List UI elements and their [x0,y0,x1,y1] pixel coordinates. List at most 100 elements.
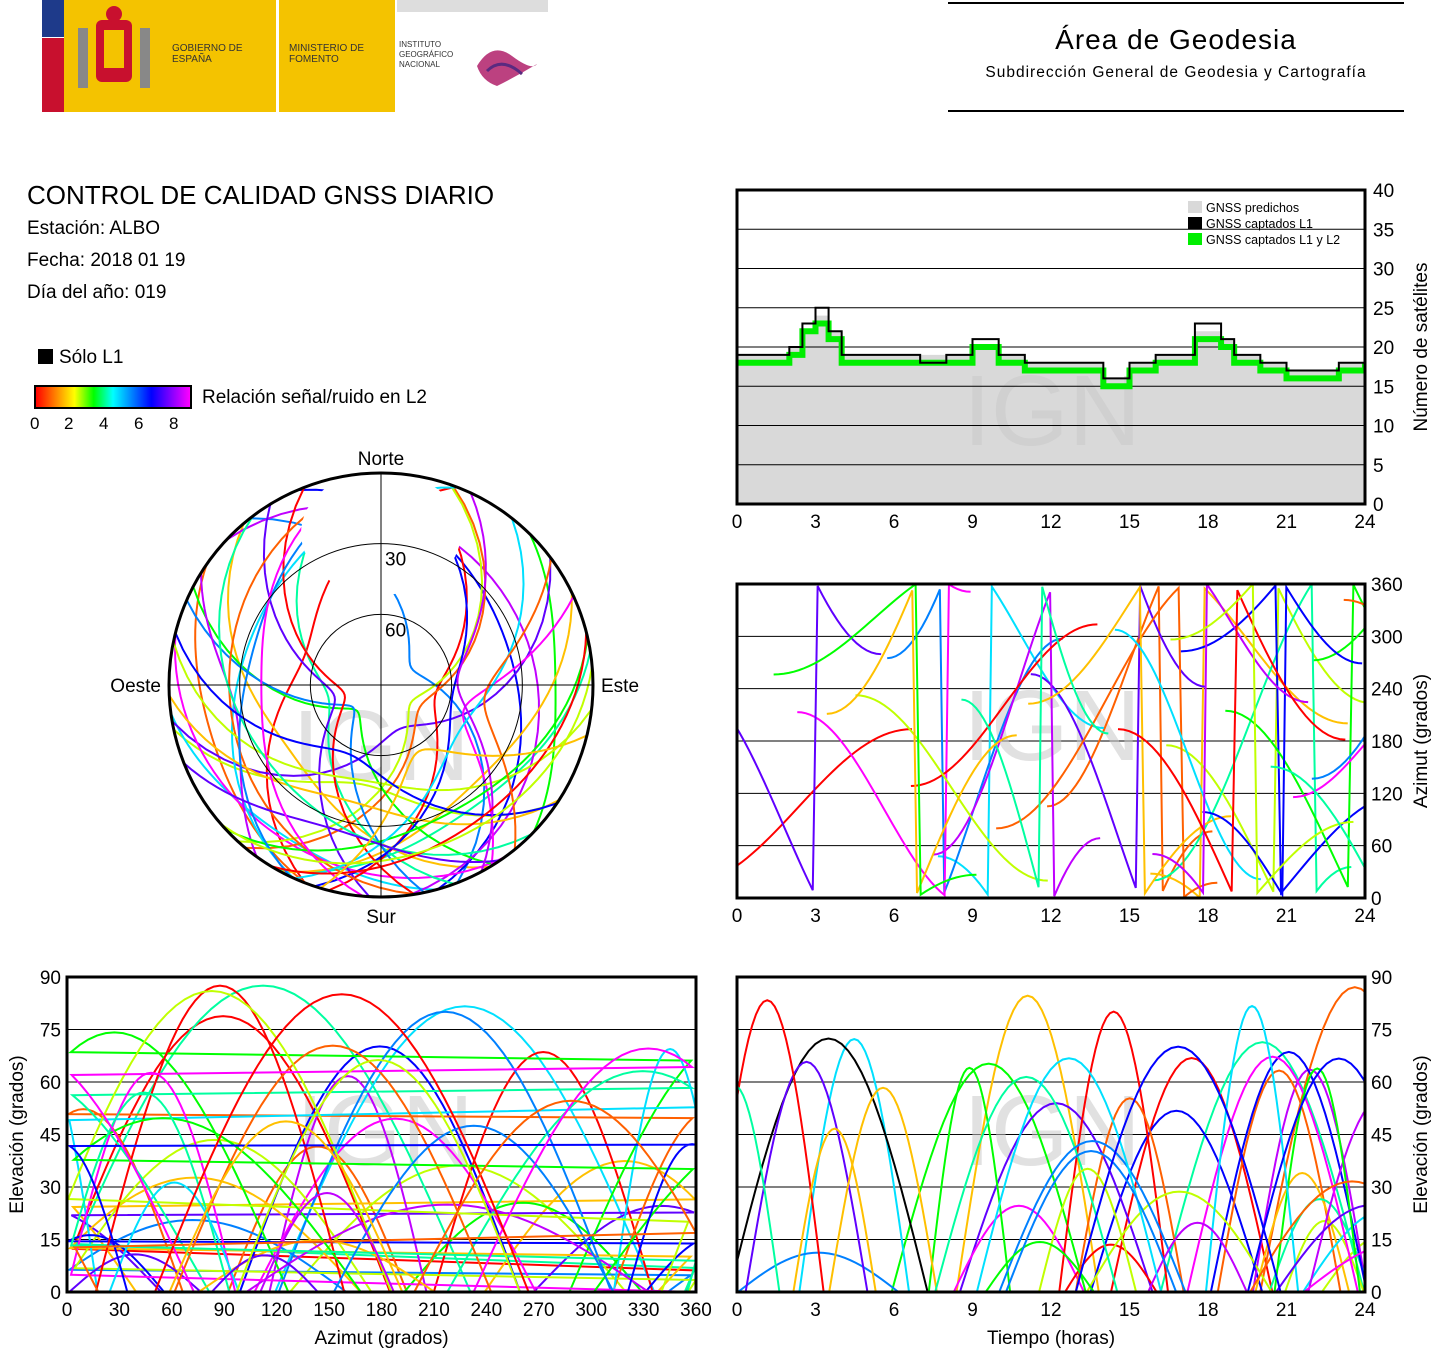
solo-l1-legend: Sólo L1 [38,347,123,369]
x-tick-label: 210 [418,1300,450,1321]
satellite-track [1005,1150,1178,1292]
y-tick-label: 120 [1371,784,1403,805]
azimuth-tracks: IGN [737,584,1365,898]
solo-l1-text: Sólo L1 [59,347,124,368]
plot-border [735,582,1367,900]
y-tick-label: 30 [1371,1178,1392,1199]
agency-logos: GOBIERNO DE ESPAÑA MINISTERIO DE FOMENTO… [42,0,548,112]
elevation-azimuth-tracks: IGN [67,984,696,1292]
y-tick-label: 45 [40,1126,61,1147]
satellite-track [185,599,425,894]
plot-border [65,975,698,1294]
satellite-track [937,584,1104,898]
y-tick-label: 60 [1371,1073,1392,1094]
satellite-track [295,473,455,885]
satellite-track [1028,584,1232,897]
satellite-track [69,1047,695,1292]
y-axis-label: Elevación (grados) [1411,1055,1432,1213]
y-tick-label: 60 [40,1073,61,1094]
colorbar-tick: 8 [169,414,179,433]
satellite-track [1085,1190,1273,1292]
satellite-track [67,1234,696,1292]
satellite-track [1302,1215,1365,1292]
y-axis-label: Azimut (grados) [1411,674,1432,808]
satellite-track [169,712,437,891]
satellite-track [319,734,588,889]
x-tick-label: 15 [1119,1300,1140,1321]
y-tick-label: 30 [40,1178,61,1199]
satellite-track [218,515,532,856]
y-tick-label: 90 [40,968,61,989]
west-label: Oeste [110,676,161,697]
satellite-track [1259,986,1365,1292]
satellite-track [69,1071,696,1292]
satellite-track [71,1117,696,1292]
satellite-track [1303,1250,1365,1292]
date-label: Fecha: 2018 01 19 [27,250,186,271]
x-tick-label: 180 [366,1300,398,1321]
satellite-track [173,1044,493,1292]
x-tick-label: 15 [1119,512,1140,533]
area-subtitle: Subdirección General de Geodesia y Carto… [985,64,1367,81]
horizon-circle [167,471,595,899]
satellite-track [1152,584,1352,894]
elevation-time-tracks: IGN [737,986,1365,1292]
x-tick-label: 21 [1276,512,1297,533]
satellite-track [173,728,558,817]
colorbar-tick: 2 [64,414,74,433]
satellite-track [94,984,346,1292]
y-tick-label: 300 [1371,627,1403,648]
satellite-track [294,517,525,880]
legend-swatch [1188,201,1202,213]
y-tick-label: 60 [1371,837,1392,858]
satellite-track [227,1145,408,1292]
satellite-track [1110,1056,1274,1292]
satellite-track [797,584,971,898]
satellite-track [328,474,468,892]
colorbar-label: Relación señal/ruido en L2 [202,387,427,408]
satellite-track [72,1138,696,1292]
cnig-icon [477,50,537,86]
satellite-track [67,1143,696,1292]
station-label: Estación: ALBO [27,218,161,239]
y-tick-label: 0 [50,1283,61,1304]
coat-of-arms-icon [78,6,150,88]
x-tick-label: 3 [810,906,821,927]
x-axis-label: Azimut (grados) [314,1328,448,1349]
satellite-track [403,1201,643,1292]
satellite-track [737,1037,929,1292]
x-tick-label: 9 [967,1300,978,1321]
satellite-track [68,1253,202,1292]
x-tick-label: 60 [161,1300,182,1321]
solo-l1-swatch [38,349,53,364]
satellite-track [737,728,912,867]
x-tick-label: 3 [810,512,821,533]
satellite-track [996,585,1218,898]
x-tick-label: 270 [523,1300,555,1321]
satellite-track [210,1254,319,1292]
satellite-track [67,1219,694,1292]
satellite-track [1159,1041,1365,1292]
satellite-track [1058,1010,1170,1292]
satellite-track [773,584,977,897]
snr-colorbar [34,385,192,409]
x-tick-label: 21 [1276,1300,1297,1321]
legend-swatch [1188,217,1202,229]
satellite-track [1249,1180,1365,1292]
x-tick-label: 24 [1354,1300,1376,1321]
satellite-track [737,999,825,1292]
x-tick-label: 0 [732,906,743,927]
south-label: Sur [366,907,396,928]
y-tick-label: 240 [1371,680,1403,701]
satellite-track [225,637,589,852]
satellite-track [245,484,487,850]
colorbar-tick: 0 [30,414,40,433]
x-tick-label: 9 [967,512,978,533]
doy-label: Día del año: 019 [27,282,167,303]
y-axis-label: Número de satélites [1411,263,1432,432]
x-tick-label: 6 [889,512,900,533]
satellite-track [277,1010,613,1292]
x-tick-label: 300 [575,1300,607,1321]
